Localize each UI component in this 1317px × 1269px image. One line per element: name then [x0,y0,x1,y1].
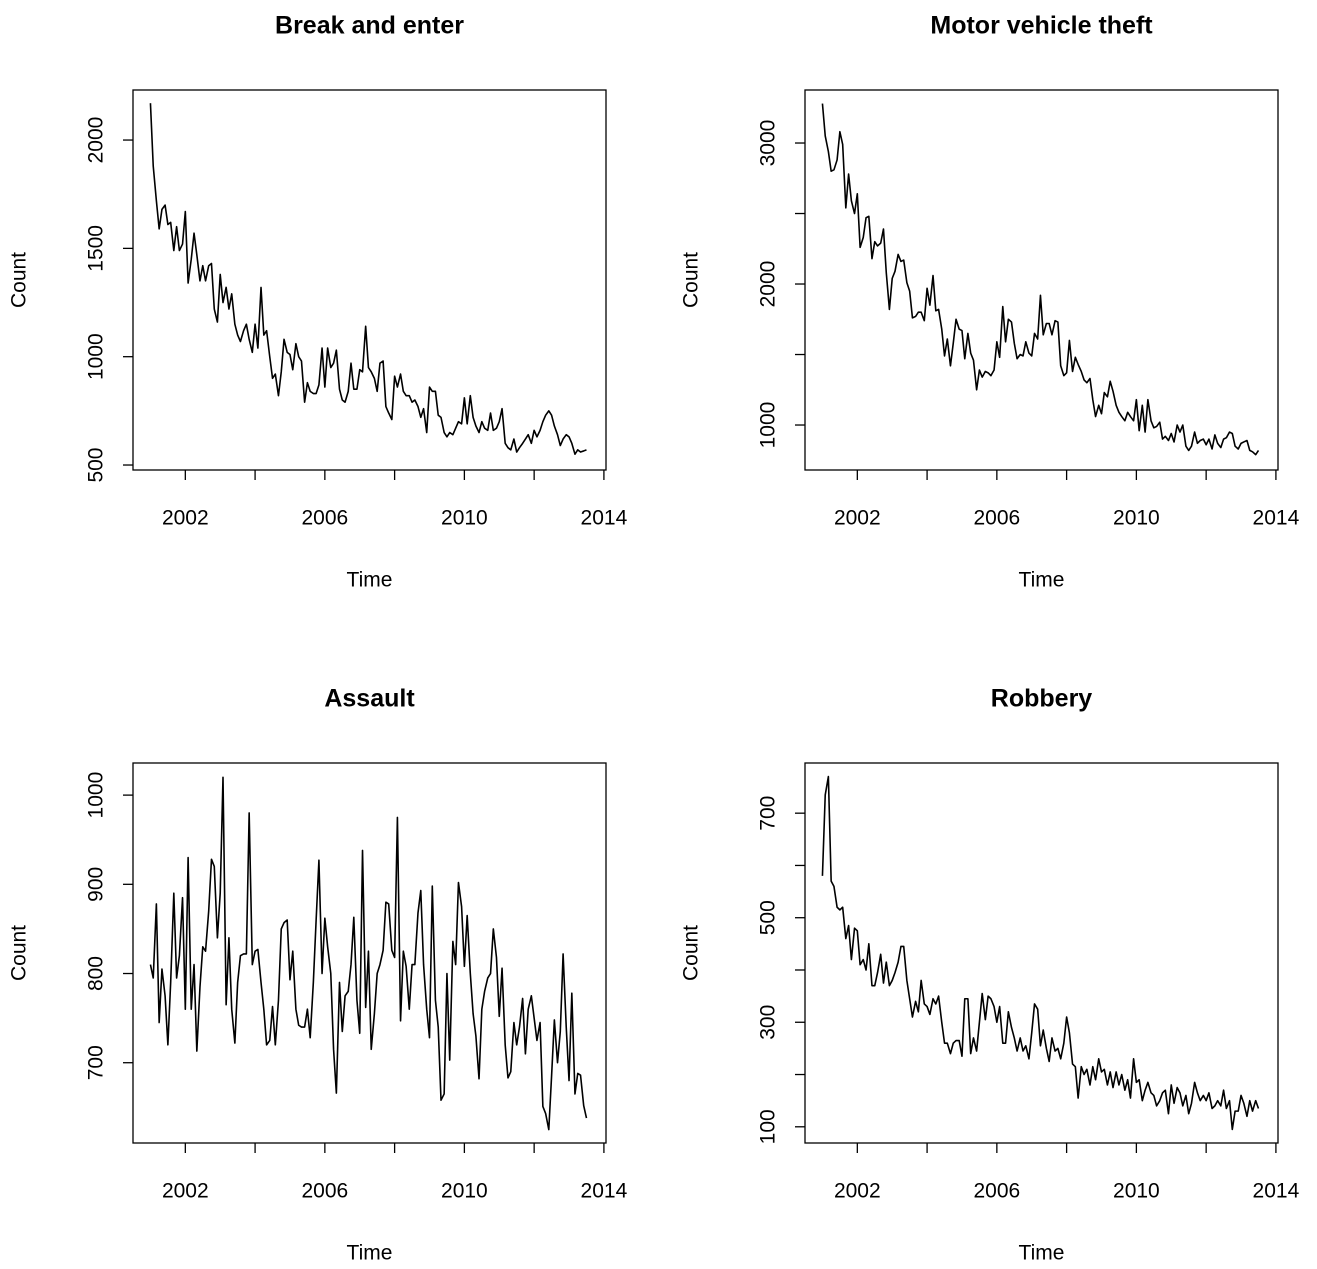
y-tick-label: 700 [757,796,780,831]
x-tick-label: 2010 [441,507,488,530]
plot-frame [132,762,607,1144]
y-axis-label: Count [8,252,31,308]
series-line [149,103,587,455]
x-axis-label: Time [1019,1242,1065,1265]
y-tick-label: 300 [757,1005,780,1040]
x-tick-label: 2010 [441,1180,488,1203]
y-tick-label: 1000 [85,772,108,819]
x-tick-label: 2002 [834,1180,881,1203]
y-tick-label: 900 [85,867,108,902]
y-tick-label: 800 [85,956,108,991]
y-tick-label: 1500 [85,225,108,272]
y-tick-label: 700 [85,1045,108,1080]
x-tick-label: 2002 [834,507,881,530]
chart-title: Break and enter [275,12,464,40]
plot-frame [804,89,1279,471]
series-line [821,775,1260,1131]
plot-frame [804,762,1279,1144]
x-tick-label: 2002 [162,507,209,530]
x-axis-label: Time [1019,569,1065,592]
x-tick-label: 2006 [973,507,1020,530]
x-axis-label: Time [347,1242,393,1265]
series-line [149,776,588,1131]
y-tick-label: 2000 [85,117,108,164]
y-axis-label: Count [680,925,703,981]
series-line [821,103,1260,456]
chart-title: Assault [324,685,415,713]
x-tick-label: 2006 [973,1180,1020,1203]
x-tick-label: 2010 [1113,507,1160,530]
x-axis-label: Time [347,569,393,592]
x-tick-label: 2014 [1253,507,1300,530]
y-axis-label: Count [8,925,31,981]
y-tick-label: 500 [85,447,108,482]
y-tick-label: 500 [757,900,780,935]
chart-title: Motor vehicle theft [930,12,1153,40]
x-tick-label: 2014 [581,1180,628,1203]
y-tick-label: 100 [757,1109,780,1144]
x-tick-label: 2014 [1253,1180,1300,1203]
y-tick-label: 2000 [757,261,780,308]
x-tick-label: 2006 [301,1180,348,1203]
chart-title: Robbery [991,685,1093,713]
x-tick-label: 2006 [301,507,348,530]
x-tick-label: 2014 [581,507,628,530]
y-axis-label: Count [680,252,703,308]
x-tick-label: 2010 [1113,1180,1160,1203]
y-tick-label: 3000 [757,120,780,167]
x-tick-label: 2002 [162,1180,209,1203]
plot-frame [132,89,607,471]
y-tick-label: 1000 [757,402,780,449]
y-tick-label: 1000 [85,333,108,380]
